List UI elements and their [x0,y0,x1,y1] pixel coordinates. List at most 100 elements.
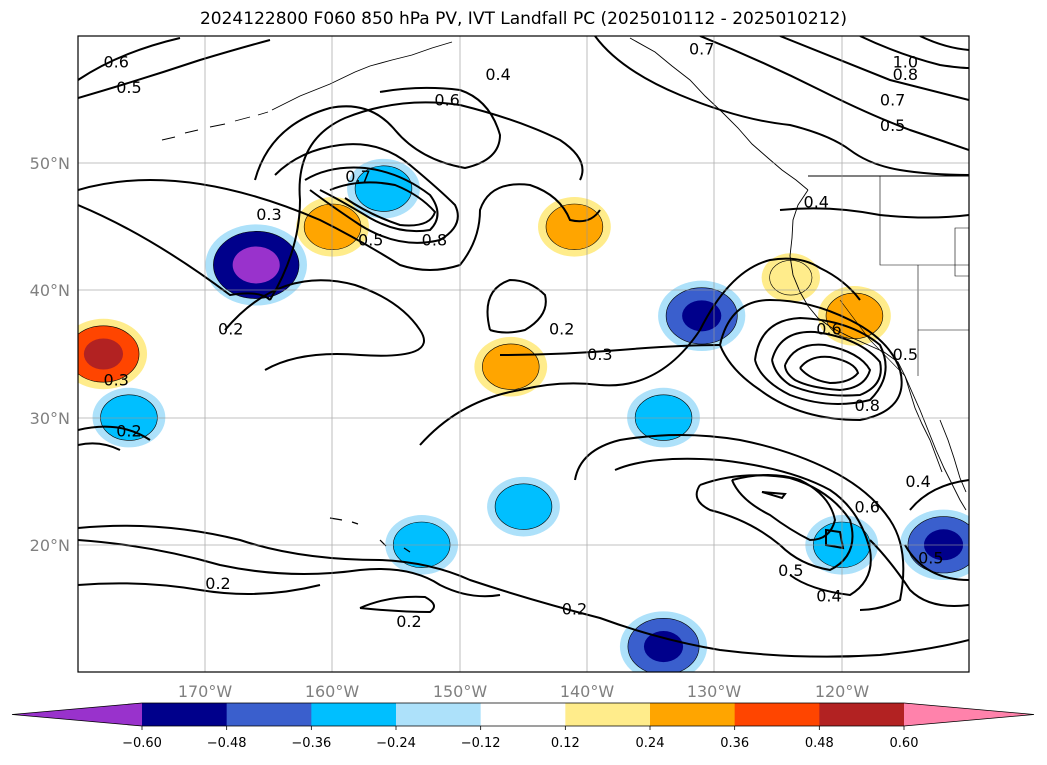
contour-line [574,434,905,611]
colorbar-tick-label: 0.12 [551,736,580,751]
contour-line [78,425,151,441]
contour-line [329,181,437,227]
contour-line [784,343,872,392]
colorbar-segment [480,703,566,726]
colorbar-segment [226,703,312,726]
contour-label: 0.2 [396,612,421,631]
contour-label: 0.5 [778,561,803,580]
contour-line [859,36,969,69]
map-title: 2024122800 F060 850 hPa PV, IVT Landfall… [199,9,847,29]
contour-line [78,442,121,451]
contour-line [779,36,969,101]
contour-line [779,207,969,219]
coastlines [161,37,969,553]
contour-line [754,316,887,405]
contour-line [904,544,969,581]
contour-label: 0.5 [918,549,943,568]
pv-shade-core [643,631,684,663]
colorbar-tick-label: 0.24 [636,736,665,751]
contour-label: 0.6 [103,52,128,71]
coastline-alaska-panhandle [629,37,809,191]
contour-line [499,344,721,356]
contour-line [869,539,969,607]
pv-shade-core [83,338,124,370]
colorbar-segment [142,703,228,726]
lon-tick-label: 160°W [305,682,360,701]
contour-label: 1.0 [893,52,918,71]
lat-tick-label: 50°N [30,154,70,173]
contour-label: 0.3 [103,370,128,389]
contour-label: 0.2 [218,320,243,339]
contour-label: 0.7 [880,91,905,110]
contour-line [78,582,321,595]
contour-label: 0.7 [345,167,370,186]
colorbar-tick-label: −0.12 [461,736,501,751]
contour-label: 0.6 [434,91,459,110]
contour-label: 0.2 [205,574,230,593]
contour-line [719,298,903,422]
lon-labels: 170°W 160°W 150°W 140°W 130°W 120°W [178,682,870,701]
lon-tick-label: 130°W [687,682,742,701]
lon-tick-label: 120°W [815,682,870,701]
map-panel: 0.60.50.40.60.71.00.80.70.50.70.40.30.5 0… [30,35,970,701]
colorbar-segment [819,703,905,726]
contour-line [274,143,459,244]
coastline-hawaii [329,517,411,553]
colorbar-tick-label: −0.36 [291,736,331,751]
pv-contours [78,36,969,658]
coastline-mexico [939,419,967,493]
lat-tick-label: 40°N [30,281,70,300]
contour-label: 0.2 [116,421,141,440]
contour-label: 0.6 [816,320,841,339]
colorbar-tick-label: −0.48 [207,736,247,751]
contour-line [699,36,969,151]
contour-label: 0.5 [893,345,918,364]
contour-line [78,539,501,598]
lat-tick-label: 30°N [30,409,70,428]
state-borders [839,176,969,377]
contour-label: 0.4 [485,65,510,84]
contour-label: 0.8 [422,231,447,250]
contour-label: 0.6 [854,498,879,517]
contour-label: 0.2 [549,320,574,339]
contour-line [825,528,845,550]
lat-labels: 50°N 40°N 30°N 20°N [30,154,70,555]
coastline-alaska-peninsula [271,41,453,111]
colorbar-tick-label: 0.48 [805,736,834,751]
coastline-aleutians [161,111,269,141]
lon-tick-label: 150°W [433,682,488,701]
contour-label: 0.3 [587,345,612,364]
contour-line [771,330,882,397]
contour-line [78,524,969,658]
contour-line [909,479,969,511]
contour-line [919,36,969,51]
pv-shade-region [482,343,540,390]
contour-line [594,36,969,176]
colorbar-tick-label: −0.24 [376,736,416,751]
contour-label: 0.4 [816,587,841,606]
contour-label: 0.8 [893,65,918,84]
colorbar-segment [565,703,651,726]
contour-line [761,491,787,500]
contour-line [78,37,181,81]
contour-line [304,166,439,233]
gridlines [78,36,969,672]
contour-label: 0.7 [689,40,714,59]
contour-line [269,101,584,301]
colorbar-tick-label: 0.60 [890,736,919,751]
contour-line [78,204,271,301]
colorbar-tick-label: 0.36 [720,736,749,751]
contour-line [731,474,837,542]
lon-tick-label: 140°W [560,682,615,701]
contour-label: 0.2 [562,599,587,618]
pv-shade-region [494,483,553,530]
contour-label: 0.5 [116,78,141,97]
contour-label: 0.5 [880,116,905,135]
contour-label: 0.8 [854,396,879,415]
colorbar-extend-max [904,703,1034,726]
contour-line [78,39,271,99]
contour-line [359,595,435,614]
contour-line [419,329,701,446]
lon-tick-label: 170°W [178,682,233,701]
